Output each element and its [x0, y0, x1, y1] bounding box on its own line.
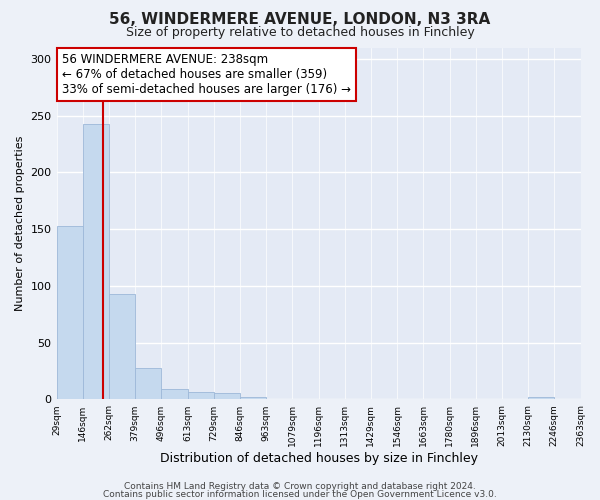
Bar	[214, 392, 240, 400]
Bar	[528, 397, 554, 400]
Bar	[83, 124, 109, 400]
Bar	[135, 368, 161, 400]
Y-axis label: Number of detached properties: Number of detached properties	[15, 136, 25, 311]
X-axis label: Distribution of detached houses by size in Finchley: Distribution of detached houses by size …	[160, 452, 478, 465]
Bar	[188, 392, 214, 400]
Bar	[109, 294, 135, 400]
Text: Contains HM Land Registry data © Crown copyright and database right 2024.: Contains HM Land Registry data © Crown c…	[124, 482, 476, 491]
Bar	[56, 226, 83, 400]
Text: Contains public sector information licensed under the Open Government Licence v3: Contains public sector information licen…	[103, 490, 497, 499]
Text: Size of property relative to detached houses in Finchley: Size of property relative to detached ho…	[125, 26, 475, 39]
Bar	[240, 397, 266, 400]
Text: 56 WINDERMERE AVENUE: 238sqm
← 67% of detached houses are smaller (359)
33% of s: 56 WINDERMERE AVENUE: 238sqm ← 67% of de…	[62, 53, 351, 96]
Text: 56, WINDERMERE AVENUE, LONDON, N3 3RA: 56, WINDERMERE AVENUE, LONDON, N3 3RA	[109, 12, 491, 28]
Bar	[161, 389, 188, 400]
